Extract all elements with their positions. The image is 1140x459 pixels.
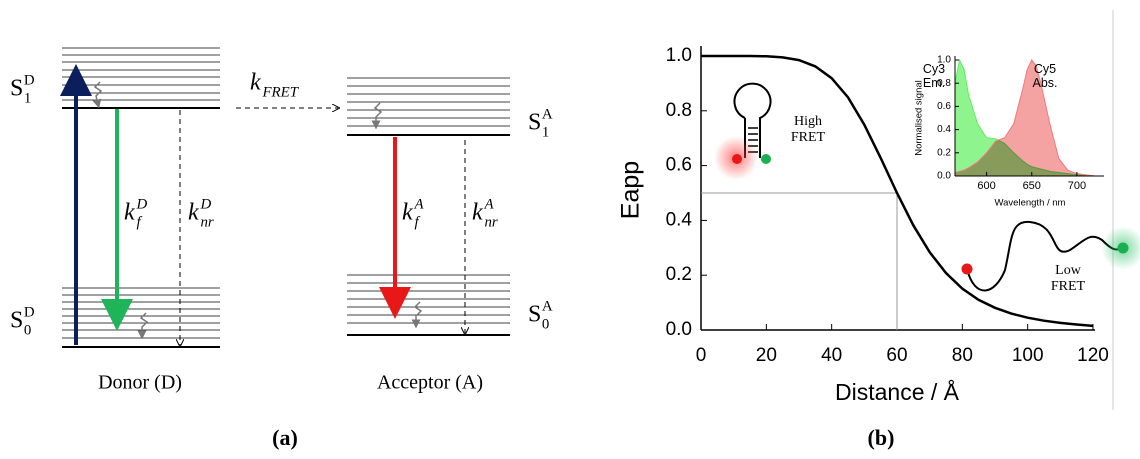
symbol-superscript: A <box>413 196 424 212</box>
symbol-base: S <box>528 302 541 328</box>
x-tick-label: 100 <box>1012 345 1044 366</box>
x-axis-label: Distance / Å <box>835 378 960 405</box>
inset-x-tick-label: 650 <box>1023 180 1041 192</box>
y-tick-label: 1.0 <box>666 45 692 66</box>
x-tick-label: 20 <box>756 345 777 366</box>
x-tick-label: 0 <box>696 345 707 366</box>
inset-y-tick-label: 0.0 <box>937 171 951 182</box>
annotation: Low FRET <box>1050 263 1086 295</box>
symbol-base: k <box>250 70 261 96</box>
symbol-superscript: A <box>542 298 553 314</box>
symbol-subscript: 1 <box>24 91 31 107</box>
y-tick-label: 0.8 <box>666 100 692 121</box>
symbol-base: k <box>472 200 483 226</box>
acceptor-label: Acceptor (A) <box>377 372 483 394</box>
y-axis-label: Eapp <box>617 161 645 219</box>
symbol-base: S <box>528 110 541 136</box>
symbol-superscript: D <box>135 196 147 212</box>
symbol-base: k <box>402 200 413 226</box>
symbol-subscript: 1 <box>542 125 549 141</box>
hairpin-illustration <box>714 82 772 180</box>
symbol-base: S <box>10 76 23 102</box>
donor-label: Donor (D) <box>98 372 182 394</box>
x-tick-label: 120 <box>1077 345 1109 366</box>
inset-x-axis-label: Wavelength / nm <box>995 198 1066 209</box>
symbol-subscript: f <box>136 215 142 231</box>
y-tick-label: 0.6 <box>666 155 692 176</box>
inset-y-tick-label: 1.0 <box>937 55 951 66</box>
symbol-subscript: FRET <box>261 85 299 101</box>
inset-x-tick-label: 600 <box>977 180 995 192</box>
x-tick-label: 80 <box>952 345 973 366</box>
legend-entry: Cy3 Em. <box>922 62 946 91</box>
symbol-base: k <box>188 200 199 226</box>
symbol-superscript: D <box>24 72 35 88</box>
annotation: High FRET <box>790 114 826 146</box>
symbol-subscript: f <box>414 215 420 231</box>
data-line <box>701 54 1094 328</box>
symbol-subscript: nr <box>484 215 497 231</box>
y-tick-label: 0.4 <box>666 209 693 230</box>
panel-label: (b) <box>868 425 895 450</box>
x-tick-label: 60 <box>886 345 907 366</box>
symbol-superscript: D <box>199 196 211 212</box>
relaxation-arrows <box>92 81 423 340</box>
area-edge <box>954 59 1104 177</box>
symbol-superscript: A <box>483 196 494 212</box>
inset-x-tick-label: 700 <box>1068 180 1086 192</box>
symbol-superscript: D <box>24 304 35 320</box>
x-tick-label: 40 <box>821 345 842 366</box>
symbol-subscript: 0 <box>542 317 549 333</box>
inset-y-tick-label: 0.6 <box>937 101 951 112</box>
symbol-subscript: 0 <box>24 323 31 339</box>
symbol-subscript: nr <box>200 215 213 231</box>
symbol-base: k <box>124 200 135 226</box>
symbol-superscript: A <box>542 106 553 122</box>
inset-y-axis-label: Normalised signal <box>914 80 925 156</box>
panel-label: (a) <box>272 425 298 450</box>
inset-y-tick-label: 0.4 <box>937 124 951 135</box>
inset-y-tick-label: 0.8 <box>937 78 951 89</box>
y-tick-label: 0.2 <box>666 264 692 285</box>
symbol-base: S <box>10 308 23 334</box>
legend-entry: Cy5 Abs. <box>1032 62 1058 91</box>
inset-y-tick-label: 0.2 <box>937 147 951 158</box>
unfolded-strand-illustration <box>961 220 1140 292</box>
y-tick-label: 0.0 <box>666 319 692 340</box>
